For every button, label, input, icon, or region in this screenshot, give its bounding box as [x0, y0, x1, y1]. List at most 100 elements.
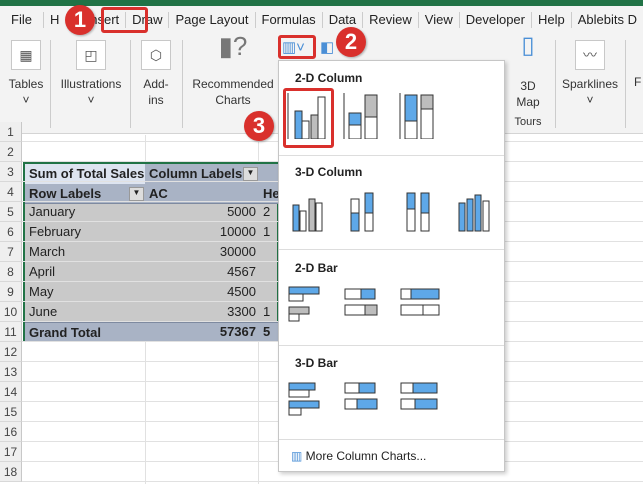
grand-total-ac: 57367 — [219, 324, 256, 339]
table-icon: ▦ — [11, 40, 41, 70]
row-header[interactable]: 7 — [0, 242, 22, 262]
tab-review[interactable]: Review — [363, 12, 419, 28]
pivot-ac-value: 5000 — [227, 204, 256, 219]
illustrations-label: Illustrations — [60, 77, 122, 91]
column-chart-icon: ▥ — [291, 449, 306, 463]
row-header[interactable]: 4 — [0, 182, 22, 202]
3d-stacked-bar-chart-option[interactable] — [341, 377, 385, 425]
tab-formulas[interactable]: Formulas — [256, 12, 323, 28]
pivot-row-label: February — [29, 224, 82, 239]
pivot-he-value — [259, 282, 267, 302]
recommended-charts-label: Recommended Charts — [192, 77, 274, 107]
highlight-clustered-column — [283, 88, 334, 148]
row-header[interactable]: 17 — [0, 442, 22, 462]
tab-file[interactable]: File — [0, 12, 44, 28]
hierarchy-chart-button[interactable]: ◧ — [320, 39, 335, 56]
row-header[interactable]: 9 — [0, 282, 22, 302]
more-column-charts-label: More Column Charts... — [305, 449, 427, 463]
pivot-table[interactable]: Sum of Total Sales Column Labels ▼ Row L… — [23, 162, 280, 342]
3d-100-stacked-bar-chart-option[interactable] — [397, 377, 441, 425]
row-header[interactable]: 15 — [0, 402, 22, 422]
pivot-he-value — [259, 262, 267, 282]
row-header[interactable]: 5 — [0, 202, 22, 222]
pivot-he-value — [259, 242, 267, 262]
row-header[interactable]: 11 — [0, 322, 22, 342]
stacked-bar-chart-option[interactable] — [341, 283, 385, 331]
3d-stacked-column-chart-option[interactable] — [341, 187, 385, 235]
grand-total-label: Grand Total — [25, 322, 279, 342]
tables-label: Tables — [8, 77, 44, 91]
section-3d-bar: 3-D Bar — [295, 356, 338, 370]
more-column-charts-link[interactable]: ▥ More Column Charts... — [291, 449, 426, 463]
clustered-column-chart-option[interactable] — [285, 91, 329, 139]
tables-button[interactable]: ▦ Tables ˅ — [6, 38, 46, 108]
row-header[interactable]: 1 — [0, 122, 22, 142]
100-stacked-column-chart-option[interactable] — [397, 91, 441, 139]
row-header[interactable]: 13 — [0, 362, 22, 382]
pivot-he-value: 2 — [263, 204, 271, 219]
step-badge-1: 1 — [65, 5, 95, 35]
column-filter-button[interactable]: ▼ — [243, 167, 258, 181]
row-header[interactable]: 12 — [0, 342, 22, 362]
tab-view[interactable]: View — [419, 12, 460, 28]
3d-map-label: 3D Map — [516, 79, 540, 109]
row-filter-button[interactable]: ▼ — [129, 187, 144, 201]
pivot-row-label: March — [29, 244, 66, 259]
3d-clustered-bar-chart-option[interactable] — [285, 377, 329, 425]
tab-data[interactable]: Data — [323, 12, 364, 28]
row-labels-header: Row Labels — [25, 184, 279, 204]
sparkline-icon: 〰 — [575, 40, 605, 70]
section-3d-column: 3-D Column — [295, 165, 363, 179]
3d-clustered-column-chart-option[interactable] — [285, 187, 329, 235]
title-bar — [0, 0, 643, 6]
pivot-ac-value: 30000 — [219, 244, 256, 259]
step-badge-2: 2 — [336, 27, 366, 57]
section-2d-column: 2-D Column — [295, 71, 363, 85]
sparklines-button[interactable]: 〰 Sparklines ˅ — [560, 38, 620, 108]
row-header[interactable]: 16 — [0, 422, 22, 442]
tours-group-label: Tours — [514, 116, 542, 128]
recommended-charts-icon: ▮? — [218, 31, 248, 61]
3d-100-stacked-column-chart-option[interactable] — [397, 187, 441, 235]
column-chart-dropdown: 2-D Column 3-D Column 2-D Bar 3-D Bar ▥ … — [278, 60, 505, 472]
row-header[interactable]: 14 — [0, 382, 22, 402]
3d-map-button[interactable]: ▯ 3D Map Tours — [508, 32, 548, 130]
addins-button[interactable]: ⬡ Add-ins — [136, 38, 176, 108]
pivot-ac-value: 4567 — [227, 264, 256, 279]
recommended-charts-button[interactable]: ▮? Recommended Charts — [190, 31, 276, 108]
col-ac-header: AC — [149, 186, 168, 201]
row-header[interactable]: 2 — [0, 142, 22, 162]
globe-icon: ▯ — [521, 32, 535, 59]
sparklines-label: Sparklines — [561, 77, 619, 91]
pivot-ac-value: 10000 — [219, 224, 256, 239]
column-chart-button[interactable]: ▥˅ — [282, 39, 305, 56]
3d-column-chart-option[interactable] — [453, 187, 497, 235]
row-header[interactable]: 3 — [0, 162, 22, 182]
pivot-he-value: 1 — [263, 304, 271, 319]
tab-ablebits[interactable]: Ablebits D — [577, 12, 637, 27]
tab-developer[interactable]: Developer — [460, 12, 532, 28]
grand-total-he: 5 — [263, 324, 271, 339]
pivot-ac-value: 3300 — [227, 304, 256, 319]
section-2d-bar: 2-D Bar — [295, 261, 338, 275]
row-header[interactable]: 6 — [0, 222, 22, 242]
col-he-header: He — [263, 186, 280, 201]
row-header[interactable]: 18 — [0, 462, 22, 482]
clustered-bar-chart-option[interactable] — [285, 283, 329, 331]
row-header[interactable]: 8 — [0, 262, 22, 282]
pivot-row-label: April — [29, 264, 56, 279]
gridline — [22, 481, 643, 482]
illustrations-button[interactable]: ◰ Illustrations ˅ — [56, 38, 126, 108]
100-stacked-bar-chart-option[interactable] — [397, 283, 441, 331]
stacked-column-chart-option[interactable] — [341, 91, 385, 139]
tab-help[interactable]: Help — [532, 12, 572, 28]
highlight-insert — [101, 7, 148, 33]
step-badge-3: 3 — [244, 111, 274, 141]
ribbon-tabs: File H Insert Draw Page Layout Formulas … — [0, 6, 643, 34]
row-header[interactable]: 10 — [0, 302, 22, 322]
pivot-ac-value: 4500 — [227, 284, 256, 299]
shapes-icon: ◰ — [76, 40, 106, 70]
tab-page-layout[interactable]: Page Layout — [169, 12, 256, 28]
addins-icon: ⬡ — [141, 40, 171, 70]
filters-label[interactable]: F — [634, 75, 642, 89]
